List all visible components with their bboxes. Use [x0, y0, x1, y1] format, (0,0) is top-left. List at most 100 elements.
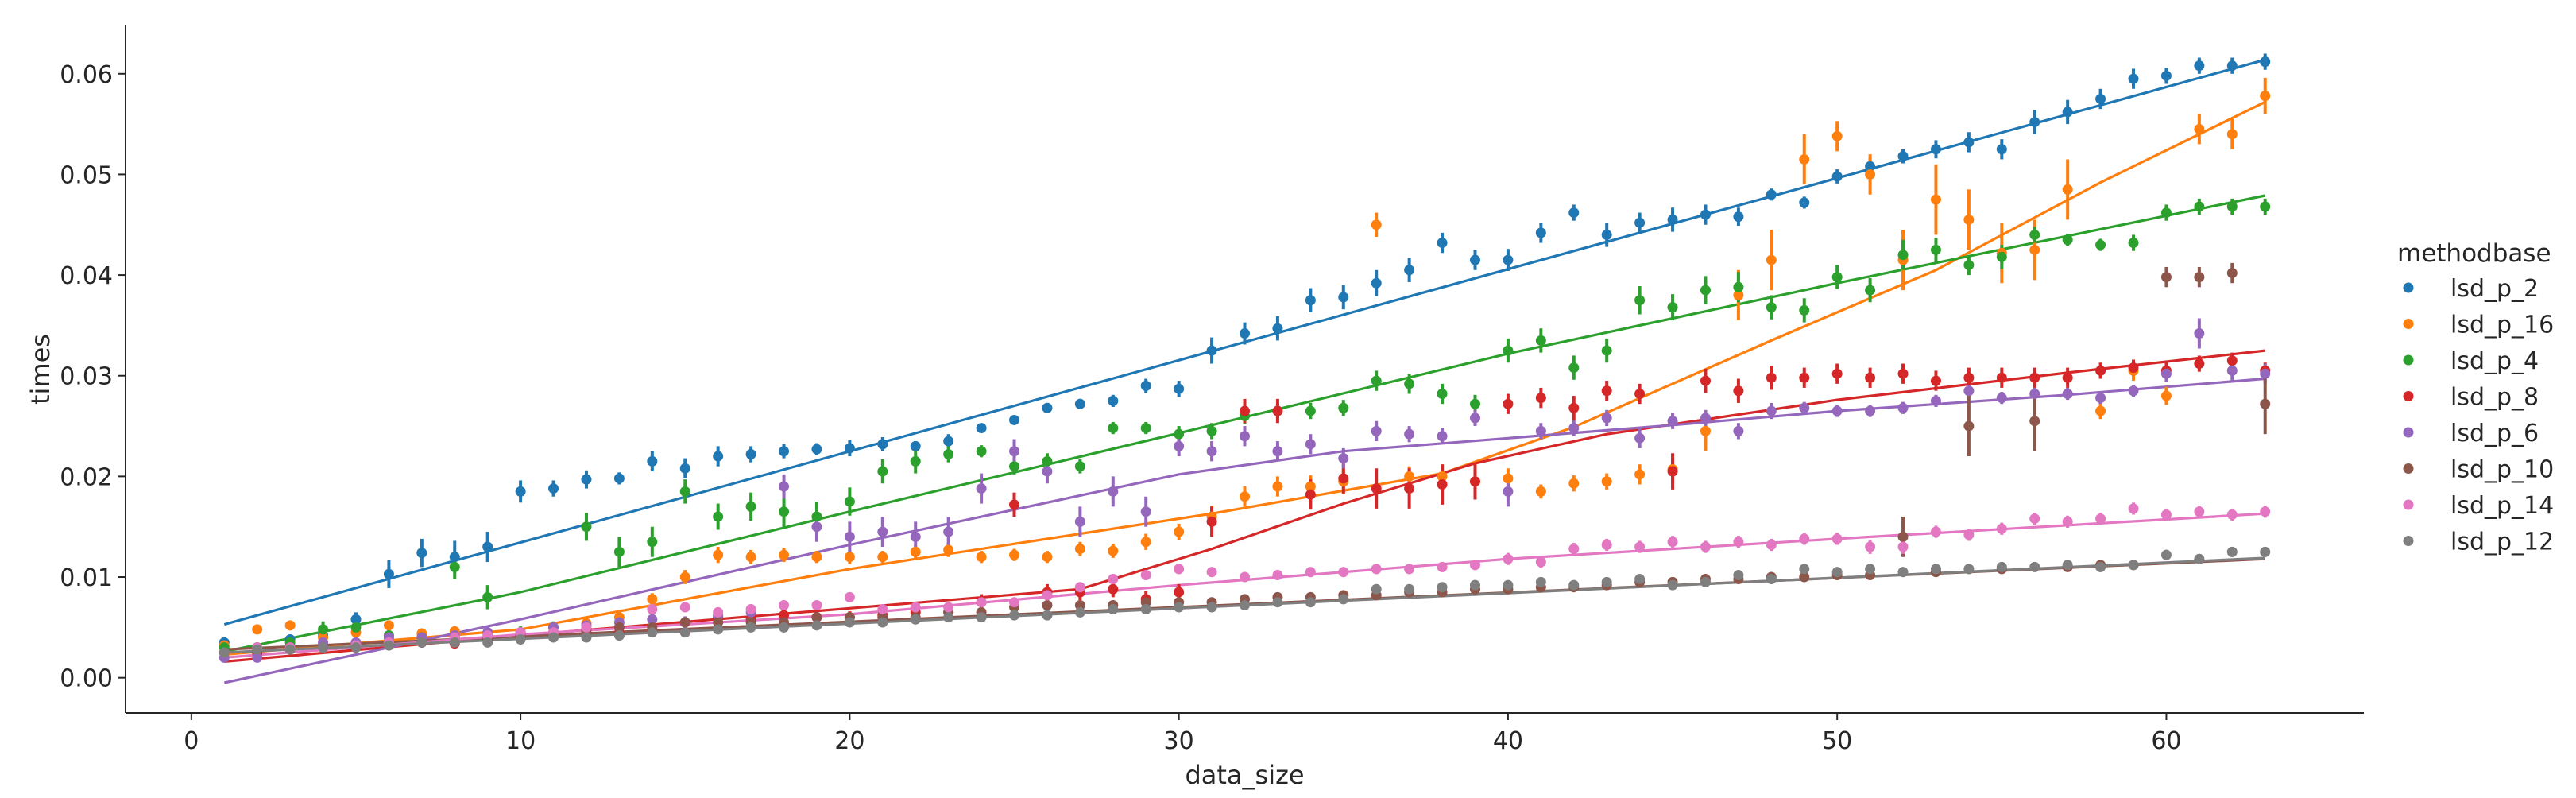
point-lsd_p_12: [1108, 604, 1119, 615]
point-lsd_p_4: [844, 496, 855, 507]
point-lsd_p_4: [1206, 425, 1217, 436]
point-lsd_p_2: [1338, 292, 1349, 303]
point-lsd_p_8: [1371, 483, 1382, 494]
point-lsd_p_12: [1568, 579, 1580, 591]
point-lsd_p_8: [1700, 375, 1711, 386]
legend-marker-lsd_p_16: [2403, 319, 2414, 329]
point-lsd_p_8: [2226, 355, 2238, 366]
point-lsd_p_6: [2062, 389, 2073, 400]
point-lsd_p_16: [252, 624, 263, 635]
point-lsd_p_4: [613, 546, 625, 557]
point-lsd_p_6: [1503, 486, 1514, 497]
point-lsd_p_14: [1272, 569, 1283, 580]
point-lsd_p_6: [2226, 365, 2238, 376]
point-lsd_p_2: [1700, 209, 1711, 220]
point-lsd_p_8: [1404, 483, 1415, 494]
point-lsd_p_16: [877, 552, 888, 563]
point-lsd_p_4: [2062, 234, 2073, 246]
point-lsd_p_12: [1009, 610, 1020, 621]
point-lsd_p_12: [515, 634, 526, 645]
point-lsd_p_6: [811, 521, 822, 533]
y-tick-label: 0.04: [60, 262, 113, 290]
point-lsd_p_2: [515, 486, 526, 497]
point-lsd_p_16: [2029, 244, 2040, 255]
point-lsd_p_10: [2029, 416, 2040, 427]
point-lsd_p_12: [1437, 582, 1448, 593]
legend-label-lsd_p_8: lsd_p_8: [2450, 384, 2539, 412]
point-lsd_p_4: [745, 501, 756, 512]
point-lsd_p_2: [1404, 265, 1415, 276]
point-lsd_p_16: [713, 549, 724, 560]
point-lsd_p_6: [1535, 425, 1546, 436]
point-lsd_p_10: [679, 617, 690, 628]
point-lsd_p_16: [1272, 481, 1283, 492]
point-lsd_p_2: [1831, 171, 1843, 182]
point-lsd_p_2: [2160, 70, 2172, 81]
point-lsd_p_12: [745, 622, 756, 633]
point-lsd_p_2: [1074, 398, 1085, 409]
point-lsd_p_16: [2226, 129, 2238, 140]
point-lsd_p_2: [548, 483, 559, 494]
point-lsd_p_12: [713, 624, 724, 635]
point-lsd_p_16: [2160, 390, 2172, 401]
point-lsd_p_4: [318, 624, 329, 635]
point-lsd_p_8: [1601, 385, 1612, 397]
point-lsd_p_16: [1799, 153, 1810, 165]
point-lsd_p_10: [2194, 272, 2205, 283]
point-lsd_p_8: [2062, 372, 2073, 383]
point-lsd_p_16: [1766, 254, 1777, 265]
point-lsd_p_2: [1568, 207, 1580, 219]
point-lsd_p_8: [1305, 489, 1316, 500]
point-lsd_p_2: [1634, 217, 1646, 228]
point-lsd_p_14: [1733, 537, 1744, 548]
point-lsd_p_14: [1535, 556, 1546, 568]
fit-line-lsd_p_16: [224, 100, 2266, 657]
legend-label-lsd_p_16: lsd_p_16: [2450, 312, 2554, 339]
point-lsd_p_14: [1404, 564, 1415, 575]
point-lsd_p_6: [1042, 466, 1053, 477]
point-lsd_p_14: [1009, 597, 1020, 608]
point-lsd_p_12: [1371, 583, 1382, 595]
point-lsd_p_16: [1009, 549, 1020, 560]
point-lsd_p_12: [1206, 602, 1217, 613]
point-lsd_p_6: [1996, 393, 2007, 404]
point-lsd_p_4: [1140, 423, 1151, 434]
point-lsd_p_12: [318, 642, 329, 653]
legend-marker-lsd_p_14: [2403, 499, 2414, 510]
point-lsd_p_6: [1174, 440, 1185, 451]
point-lsd_p_16: [943, 544, 954, 556]
point-lsd_p_12: [844, 617, 855, 628]
point-lsd_p_2: [449, 552, 460, 563]
point-lsd_p_4: [2194, 201, 2205, 212]
point-lsd_p_2: [679, 463, 690, 474]
point-lsd_p_8: [1568, 402, 1580, 413]
point-lsd_p_8: [1865, 372, 1876, 383]
point-lsd_p_12: [2226, 546, 2238, 557]
point-lsd_p_12: [1700, 576, 1711, 587]
point-lsd_p_12: [1240, 599, 1250, 610]
point-lsd_p_14: [1996, 523, 2007, 534]
point-lsd_p_14: [1140, 569, 1151, 580]
point-lsd_p_14: [910, 602, 921, 613]
legend-marker-lsd_p_10: [2403, 463, 2414, 474]
point-lsd_p_8: [1667, 466, 1678, 477]
legend-label-lsd_p_6: lsd_p_6: [2450, 420, 2539, 447]
point-lsd_p_6: [1140, 506, 1151, 517]
point-lsd_p_12: [1930, 564, 1941, 575]
point-lsd_p_14: [1074, 582, 1085, 593]
point-lsd_p_12: [548, 632, 559, 643]
point-lsd_p_14: [1601, 539, 1612, 550]
point-lsd_p_4: [1469, 398, 1480, 409]
point-lsd_p_16: [1930, 194, 1941, 205]
point-lsd_p_14: [1865, 541, 1876, 552]
point-lsd_p_4: [449, 561, 460, 572]
point-lsd_p_2: [1009, 414, 1020, 425]
point-lsd_p_6: [910, 531, 921, 542]
point-lsd_p_16: [1634, 469, 1646, 480]
point-lsd_p_4: [1503, 345, 1514, 356]
point-lsd_p_12: [679, 627, 690, 638]
point-lsd_p_16: [844, 552, 855, 563]
point-lsd_p_2: [1140, 380, 1151, 391]
point-lsd_p_12: [416, 637, 427, 648]
